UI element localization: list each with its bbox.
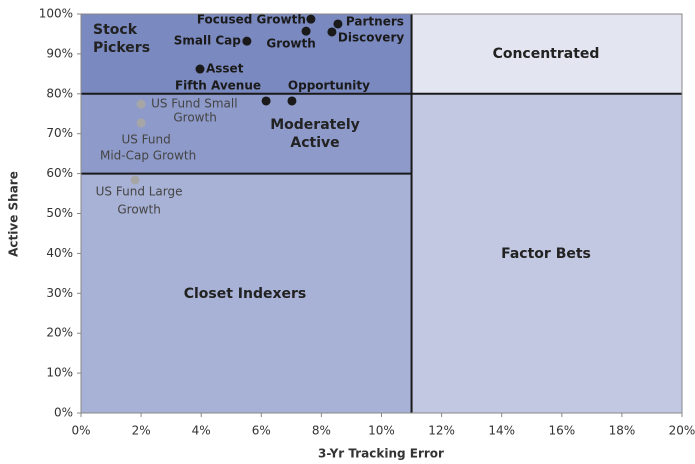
point-label: US Fund [121,132,170,146]
x-tick-label: 14% [488,424,515,438]
point-label: US Fund Small [151,97,237,111]
x-tick-label: 4% [192,424,211,438]
region-label: Closet Indexers [184,286,307,302]
y-tick-label: 50% [46,206,73,220]
y-tick-label: 70% [46,126,73,140]
y-tick-label: 100% [39,7,73,21]
x-tick-label: 16% [548,424,575,438]
x-tick-label: 12% [428,424,455,438]
y-tick-label: 60% [46,166,73,180]
y-tick-label: 10% [46,366,73,380]
region [411,93,682,414]
x-tick-label: 10% [368,424,395,438]
y-tick-label: 20% [46,326,73,340]
point [333,19,343,29]
point-label: US Fund Large [96,184,183,198]
region [411,14,682,94]
point-label: Growth [117,202,160,216]
point-label: Discovery [338,30,404,44]
region-label: Concentrated [493,46,600,62]
region-label: Active [290,135,339,151]
region [81,14,412,94]
x-tick-label: 8% [312,424,331,438]
region-label: Moderately [270,117,360,133]
point-label: Growth [173,111,216,125]
x-tick-label: 20% [669,424,695,438]
point [136,99,146,109]
region-label: Stock [93,22,138,38]
point [136,118,146,128]
point [261,96,271,106]
point-label: Small Cap [174,34,242,48]
x-axis-label: 3-Yr Tracking Error [318,447,444,461]
y-tick-label: 80% [46,86,73,100]
point-label: Opportunity [288,78,370,92]
point-label: Asset [206,62,244,76]
point [195,64,205,74]
region-label: Pickers [93,40,150,56]
point-label: Growth [266,37,315,51]
point-label: Partners [346,14,404,28]
point-label: Fifth Avenue [175,79,261,93]
region [81,93,412,174]
point [301,26,311,36]
point [242,36,252,46]
x-tick-label: 6% [252,424,271,438]
y-tick-label: 40% [46,246,73,260]
point-label: Mid-Cap Growth [100,148,196,162]
y-tick-label: 0% [54,406,73,420]
point [306,14,316,24]
region [81,173,412,413]
x-tick-label: 0% [71,424,90,438]
x-tick-label: 2% [132,424,151,438]
y-tick-label: 90% [46,46,73,60]
x-tick-label: 18% [609,424,636,438]
y-axis-label: Active Share [7,171,21,257]
point-label: Focused Growth [197,13,306,27]
point [287,96,297,106]
y-tick-label: 30% [46,286,73,300]
point [327,27,337,37]
point [130,175,140,185]
region-label: Factor Bets [501,246,591,262]
